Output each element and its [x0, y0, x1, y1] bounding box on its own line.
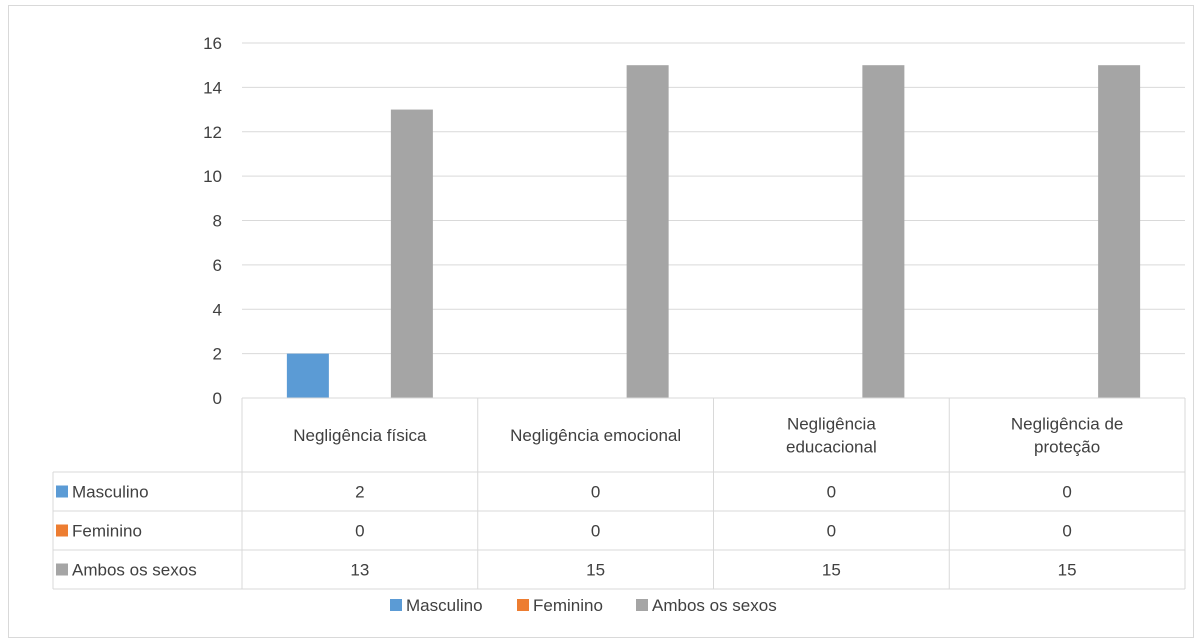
legend-label: Feminino	[533, 596, 603, 615]
y-tick-label: 8	[213, 212, 222, 231]
legend-key	[636, 599, 648, 611]
y-tick-label: 4	[213, 300, 222, 319]
bar	[862, 65, 905, 398]
table-value: 0	[827, 522, 836, 541]
y-tick-label: 0	[213, 389, 222, 408]
table-value: 15	[586, 561, 605, 580]
table-series-label: Ambos os sexos	[72, 561, 197, 580]
legend-key	[517, 599, 529, 611]
table-value: 0	[1062, 483, 1071, 502]
bar	[286, 353, 329, 398]
category-label: Negligência física	[293, 426, 427, 445]
category-label: Negligência emocional	[510, 426, 681, 445]
table-legend-key	[56, 563, 68, 576]
table-legend-key	[56, 485, 68, 498]
bar-chart: 0 2 4 6 8 10 12 14 16 Negligência física Negligênc…	[52, 34, 1186, 615]
category-label: Negligência	[787, 415, 876, 434]
bar	[390, 109, 433, 398]
legend-label: Ambos os sexos	[652, 596, 777, 615]
chart-frame: 0 2 4 6 8 10 12 14 16 Negligência física Negligênc…	[8, 5, 1194, 638]
y-tick-label: 14	[203, 78, 222, 97]
table-value: 0	[1062, 522, 1071, 541]
table-value: 2	[355, 483, 364, 502]
legend-key	[390, 599, 402, 611]
table-value: 15	[1058, 561, 1077, 580]
y-tick-label: 2	[213, 345, 222, 364]
table-series-label: Masculino	[72, 483, 149, 502]
table-value: 0	[591, 483, 600, 502]
category-label: proteção	[1034, 438, 1100, 457]
table-legend-key	[56, 524, 68, 537]
legend-label: Masculino	[406, 596, 483, 615]
y-tick-label: 16	[203, 34, 222, 53]
y-tick-label: 12	[203, 123, 222, 142]
category-label: Negligência de	[1011, 415, 1123, 434]
bar	[1098, 65, 1141, 398]
table-value: 0	[591, 522, 600, 541]
table-value: 13	[350, 561, 369, 580]
table-value: 15	[822, 561, 841, 580]
table-series-label: Feminino	[72, 522, 142, 541]
table-value: 0	[355, 522, 364, 541]
y-tick-label: 6	[213, 256, 222, 275]
category-label: educacional	[786, 438, 877, 457]
bar	[626, 65, 669, 398]
y-tick-label: 10	[203, 167, 222, 186]
table-value: 0	[827, 483, 836, 502]
